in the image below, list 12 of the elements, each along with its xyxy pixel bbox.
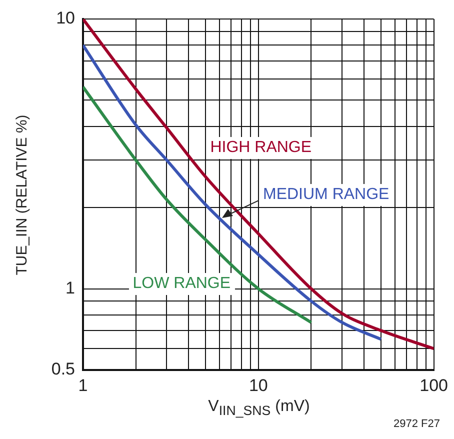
y-tick-label: 0.5 — [51, 360, 75, 379]
y-tick-label: 10 — [56, 8, 75, 28]
series-label: HIGH RANGE — [206, 136, 316, 159]
series-label: LOW RANGE — [128, 273, 235, 296]
x-axis-title: V$_{IIN_SNS}$ (mV) — [208, 398, 310, 418]
y-tick-label: 1 — [66, 278, 75, 298]
text: MEDIUM RANGE — [259, 184, 394, 206]
x-tick-label: 100 — [420, 376, 448, 395]
text: 2972 F27 — [394, 418, 440, 430]
y-axis-title: TUE_IIN (RELATIVE %) — [14, 114, 30, 276]
x-tick-label: 10 — [248, 376, 268, 395]
x-tick-label: 1 — [78, 376, 88, 395]
